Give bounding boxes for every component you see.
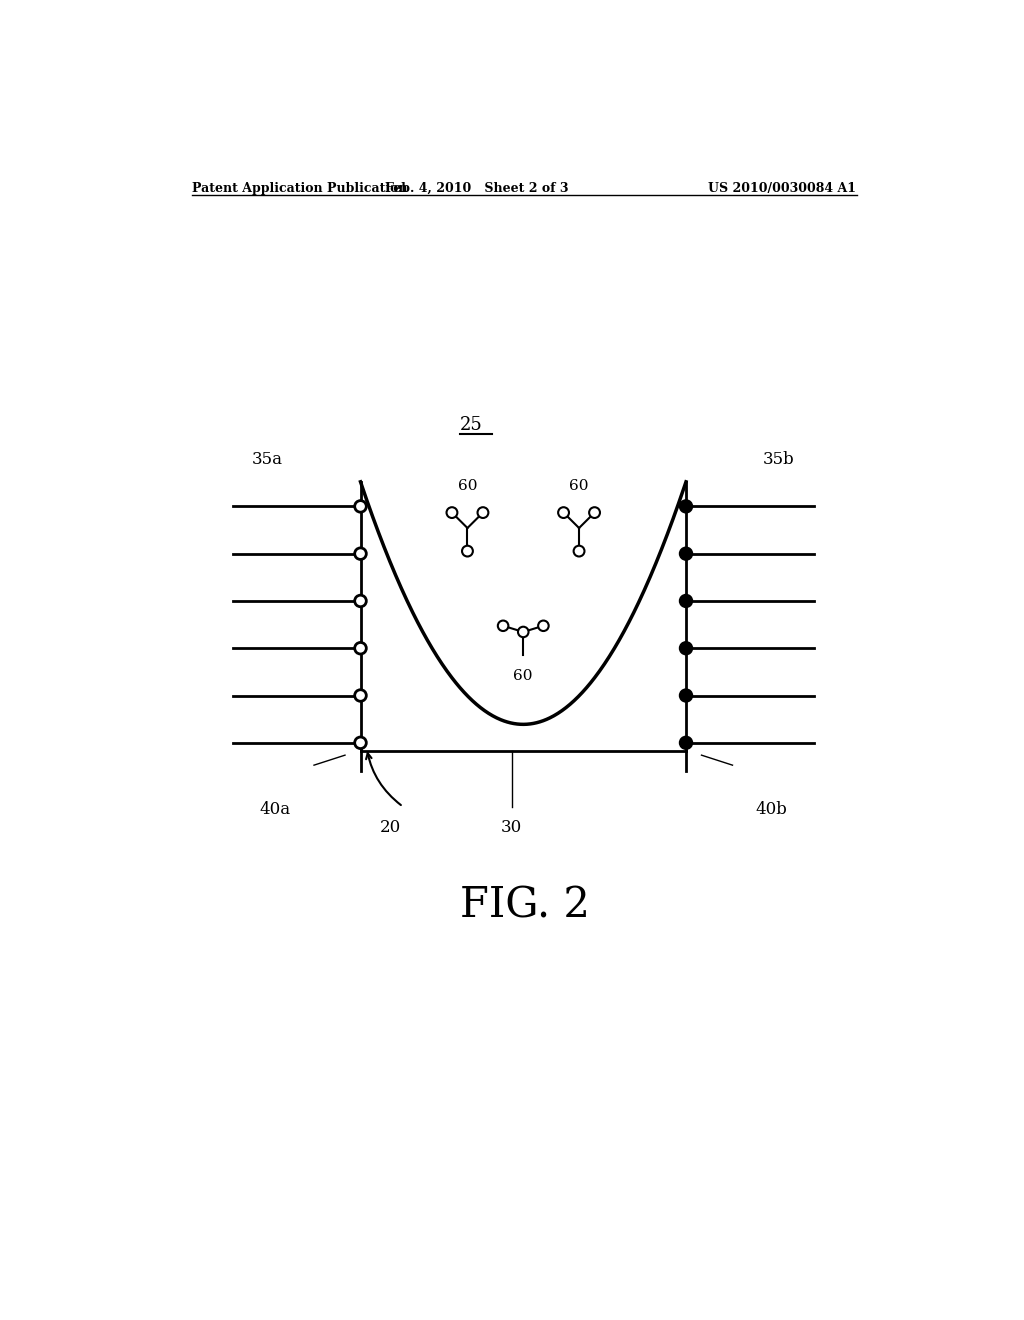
Text: Feb. 4, 2010   Sheet 2 of 3: Feb. 4, 2010 Sheet 2 of 3 xyxy=(385,182,568,194)
Circle shape xyxy=(477,507,488,517)
Circle shape xyxy=(680,548,692,560)
Circle shape xyxy=(680,500,692,512)
Text: 20: 20 xyxy=(379,818,400,836)
Circle shape xyxy=(680,595,692,607)
Circle shape xyxy=(558,507,569,517)
Text: 40b: 40b xyxy=(756,801,787,818)
Text: 35b: 35b xyxy=(763,451,795,469)
Circle shape xyxy=(354,500,367,512)
Text: 60: 60 xyxy=(458,479,477,494)
Circle shape xyxy=(539,620,549,631)
Text: US 2010/0030084 A1: US 2010/0030084 A1 xyxy=(709,182,856,194)
Text: 25: 25 xyxy=(460,416,482,434)
Circle shape xyxy=(680,737,692,748)
Circle shape xyxy=(354,643,367,653)
Text: 60: 60 xyxy=(569,479,589,494)
Circle shape xyxy=(354,737,367,748)
Text: 40a: 40a xyxy=(260,801,291,818)
Text: 30: 30 xyxy=(501,818,522,836)
Circle shape xyxy=(354,595,367,607)
Circle shape xyxy=(680,643,692,653)
Circle shape xyxy=(354,548,367,560)
Circle shape xyxy=(446,507,458,517)
Text: 35a: 35a xyxy=(252,451,283,469)
Circle shape xyxy=(680,690,692,701)
Text: 60: 60 xyxy=(513,669,534,682)
Circle shape xyxy=(498,620,508,631)
Circle shape xyxy=(518,627,528,638)
Circle shape xyxy=(589,507,600,517)
Text: FIG. 2: FIG. 2 xyxy=(460,884,590,927)
Circle shape xyxy=(573,545,585,557)
Circle shape xyxy=(462,545,473,557)
Circle shape xyxy=(354,690,367,701)
Text: Patent Application Publication: Patent Application Publication xyxy=(191,182,408,194)
